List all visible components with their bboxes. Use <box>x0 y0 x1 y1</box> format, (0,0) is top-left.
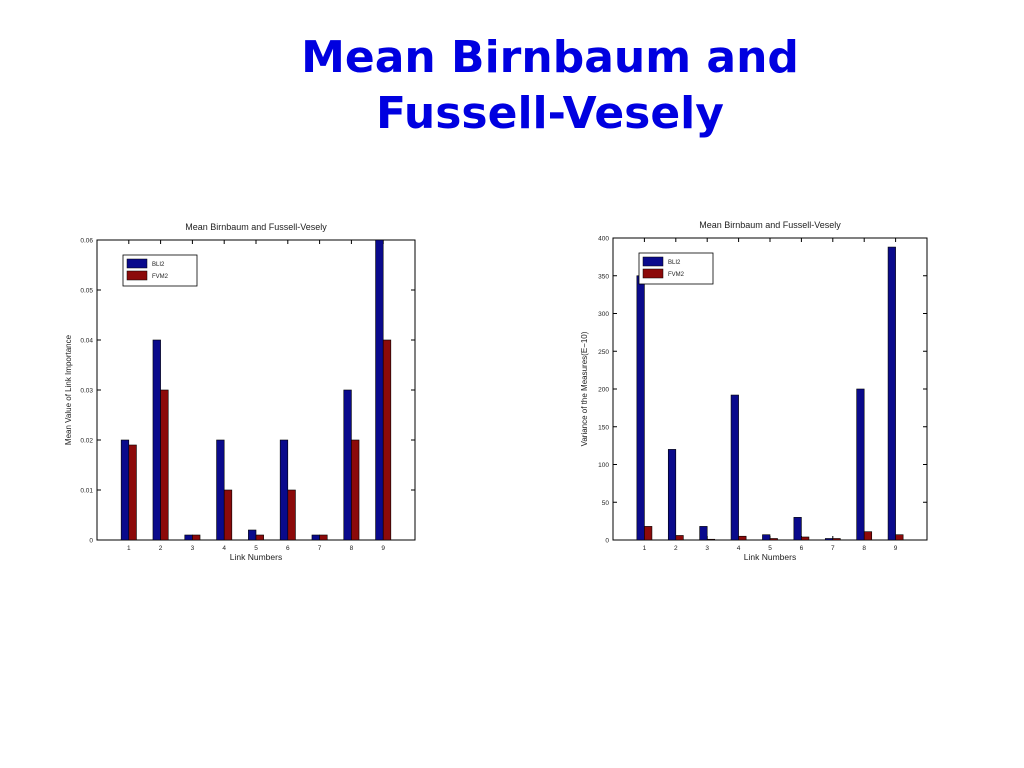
x-tick-label: 7 <box>831 545 835 552</box>
x-tick-label: 1 <box>643 545 647 552</box>
bar-fvm2-link-7 <box>319 534 328 541</box>
bar-fvm2-link-2 <box>675 535 684 541</box>
bar-bli2-link-5 <box>762 534 771 541</box>
slide-title-line-2: Fussell-Vesely <box>376 88 724 139</box>
y-tick-label: 0.05 <box>80 288 93 295</box>
x-tick-label: 9 <box>894 545 898 552</box>
y-tick-label: 250 <box>598 349 609 356</box>
bar-bli2-link-9 <box>887 246 896 541</box>
x-tick-label: 6 <box>800 545 804 552</box>
y-tick-label: 400 <box>598 236 609 243</box>
bar-fvm2-link-1 <box>128 444 137 541</box>
bar-bli2-link-6 <box>793 517 802 541</box>
bar-bli2-link-2 <box>667 449 677 541</box>
y-tick-label: 0.04 <box>80 338 93 345</box>
slide-title-line-1: Mean Birnbaum and <box>301 32 799 83</box>
chart-title: Mean Birnbaum and Fussell-Vesely <box>699 220 841 230</box>
bar-bli2-link-3 <box>699 526 708 541</box>
bar-bli2-link-6 <box>279 439 289 541</box>
y-tick-label: 100 <box>598 462 609 469</box>
x-tick-label: 8 <box>862 545 866 552</box>
bar-bli2-link-4 <box>216 439 225 541</box>
bar-fvm2-link-3 <box>706 538 716 541</box>
chart-title: Mean Birnbaum and Fussell-Vesely <box>185 222 327 232</box>
bar-bli2-link-1 <box>120 439 130 541</box>
bar-bli2-link-1 <box>636 275 645 541</box>
bar-fvm2-link-9 <box>895 534 904 541</box>
x-tick-label: 7 <box>318 545 322 552</box>
y-axis-label: Variance of the Measures(E−10) <box>580 331 589 446</box>
bar-fvm2-link-6 <box>801 536 810 541</box>
x-tick-label: 4 <box>737 545 741 552</box>
x-tick-label: 5 <box>254 545 258 552</box>
y-tick-label: 0.03 <box>80 388 93 395</box>
bar-bli2-link-3 <box>184 534 193 541</box>
y-tick-label: 0.01 <box>80 488 93 495</box>
x-tick-label: 2 <box>674 545 678 552</box>
bar-bli2-link-4 <box>730 394 739 541</box>
bar-fvm2-link-8 <box>351 439 360 541</box>
y-tick-label: 350 <box>598 273 609 280</box>
legend-swatch-fvm2 <box>126 270 148 281</box>
bar-bli2-link-7 <box>824 538 834 541</box>
slide-title: Mean Birnbaum and Fussell-Vesely <box>250 30 850 142</box>
x-tick-label: 8 <box>350 545 354 552</box>
bar-fvm2-link-6 <box>287 489 296 541</box>
x-tick-label: 2 <box>159 545 163 552</box>
importance-variance-chart: Mean Birnbaum and Fussell-Vesely05010015… <box>580 220 928 562</box>
bar-bli2-link-2 <box>152 339 161 541</box>
y-tick-label: 50 <box>602 500 610 507</box>
legend-swatch-bli2 <box>126 258 148 269</box>
legend-label-bli2: BLI2 <box>668 260 681 266</box>
x-tick-label: 3 <box>191 545 195 552</box>
bar-fvm2-link-4 <box>738 535 747 541</box>
x-axis-label: Link Numbers <box>744 552 796 562</box>
x-tick-label: 6 <box>286 545 290 552</box>
x-tick-label: 5 <box>768 545 772 552</box>
y-tick-label: 200 <box>598 387 609 394</box>
bar-bli2-link-8 <box>343 389 352 541</box>
y-tick-label: 300 <box>598 311 609 318</box>
bar-fvm2-link-4 <box>223 489 233 541</box>
bar-bli2-link-8 <box>856 388 865 541</box>
y-tick-label: 150 <box>598 424 609 431</box>
bar-fvm2-link-7 <box>832 538 841 541</box>
importance-mean-chart: Mean Birnbaum and Fussell-Vesely 0 0.01 0.0… <box>64 222 416 562</box>
legend-label-fvm2: FVM2 <box>152 274 169 280</box>
bar-fvm2-link-5 <box>255 534 264 541</box>
bar-fvm2-link-9 <box>382 339 392 541</box>
bar-fvm2-link-3 <box>192 534 201 541</box>
legend-swatch-fvm2 <box>642 268 664 279</box>
x-tick-label: 9 <box>381 545 385 552</box>
bar-fvm2-link-8 <box>863 531 873 541</box>
x-tick-label: 1 <box>127 545 131 552</box>
x-axis-label: Link Numbers <box>230 552 282 562</box>
legend-label-bli2: BLI2 <box>152 262 165 268</box>
x-tick-label: 4 <box>222 545 226 552</box>
bar-fvm2-link-1 <box>644 526 653 541</box>
legend-swatch-bli2 <box>642 256 664 267</box>
bar-bli2-link-7 <box>311 534 320 541</box>
bar-fvm2-link-2 <box>160 389 169 541</box>
legend-label-fvm2: FVM2 <box>668 272 685 278</box>
y-axis-label: Mean Value of Link Importance <box>64 334 73 445</box>
bar-fvm2-link-5 <box>769 538 778 541</box>
bar-bli2-link-5 <box>248 529 257 541</box>
bar-bli2-link-9 <box>375 239 384 541</box>
x-tick-label: 3 <box>705 545 709 552</box>
y-tick-label: 0 <box>605 538 609 545</box>
legend: BLI2 FVM2 <box>122 254 198 287</box>
y-tick-label: 0 <box>89 538 93 545</box>
y-tick-label: 0.02 <box>80 438 93 445</box>
legend: BLI2 FVM2 <box>638 252 714 285</box>
y-tick-label: 0.06 <box>80 238 93 245</box>
